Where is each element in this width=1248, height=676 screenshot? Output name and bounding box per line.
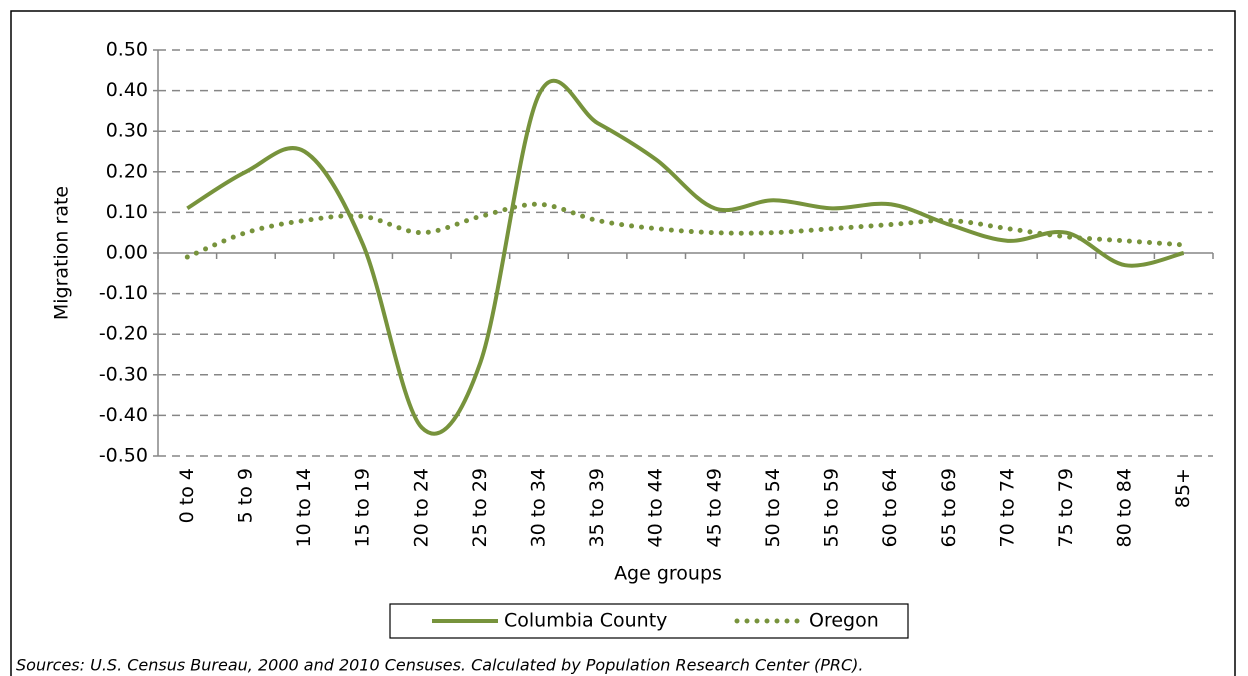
y-tick-label: 0.40 xyxy=(106,79,148,101)
series-line xyxy=(186,78,1185,436)
x-axis-title: Age groups xyxy=(614,563,722,585)
series-line xyxy=(184,201,1187,260)
y-tick-label: 0.00 xyxy=(106,242,148,264)
y-tick-label: 0.10 xyxy=(106,201,148,223)
x-tick-label: 75 to 79 xyxy=(1055,468,1077,548)
source-note: Sources: U.S. Census Bureau, 2000 and 20… xyxy=(16,656,863,675)
x-tick-label: 65 to 69 xyxy=(938,468,960,548)
x-tick-label: 40 to 44 xyxy=(645,468,667,548)
x-tick-label: 20 to 24 xyxy=(410,468,432,548)
x-tick-label: 85+ xyxy=(1172,468,1194,508)
x-tick-label: 70 to 74 xyxy=(996,468,1018,548)
x-tick-label: 0 to 4 xyxy=(176,468,198,523)
chart-frame xyxy=(10,10,1236,676)
x-tick-label: 45 to 49 xyxy=(703,468,725,548)
y-tick-label: -0.20 xyxy=(99,323,148,345)
y-tick-label: -0.50 xyxy=(99,445,148,467)
y-tick-label: -0.10 xyxy=(99,282,148,304)
x-tick-label: 80 to 84 xyxy=(1114,468,1136,548)
y-tick-label: -0.40 xyxy=(99,404,148,426)
y-tick-label: -0.30 xyxy=(99,363,148,385)
y-axis-title: Migration rate xyxy=(51,186,73,320)
x-tick-label: 15 to 19 xyxy=(352,468,374,548)
x-tick-label: 35 to 39 xyxy=(586,468,608,548)
x-tick-label: 25 to 29 xyxy=(469,468,491,548)
y-tick-label: 0.20 xyxy=(106,160,148,182)
x-tick-label: 10 to 14 xyxy=(293,468,315,548)
legend-box xyxy=(389,603,909,639)
legend-label: Columbia County xyxy=(504,610,667,632)
y-tick-label: 0.50 xyxy=(106,39,148,61)
x-tick-label: 55 to 59 xyxy=(821,468,843,548)
legend-label: Oregon xyxy=(809,610,879,632)
x-tick-label: 5 to 9 xyxy=(234,468,256,523)
x-tick-label: 50 to 54 xyxy=(762,468,784,548)
y-tick-label: 0.30 xyxy=(106,120,148,142)
x-tick-label: 60 to 64 xyxy=(879,468,901,548)
x-tick-label: 30 to 34 xyxy=(527,468,549,548)
